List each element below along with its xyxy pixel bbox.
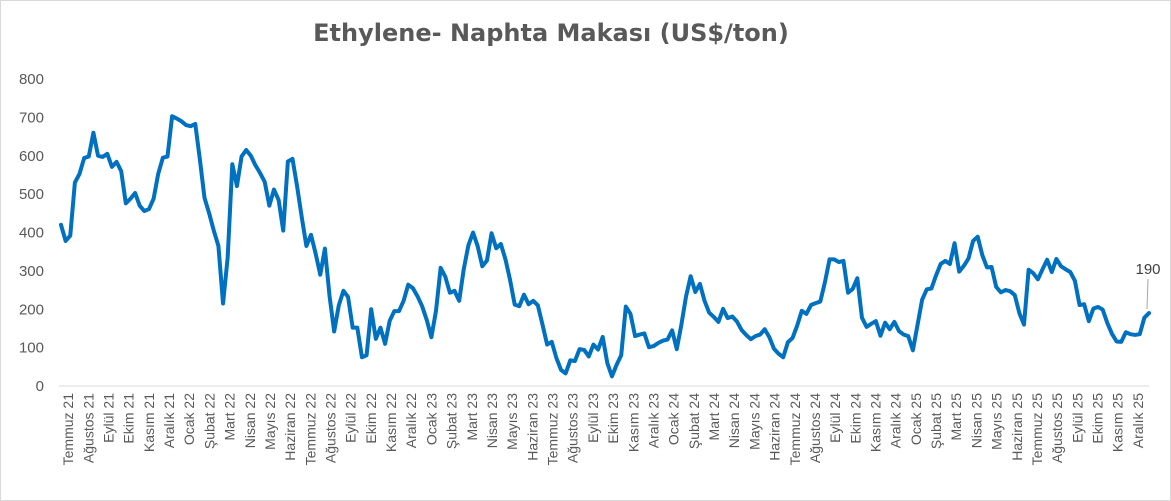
x-tick-label: Aralık 25 [1130,393,1146,448]
x-tick-label: Haziran 22 [282,393,298,461]
x-tick-label: Ekim 23 [605,393,621,444]
x-tick-label: Eylül 23 [585,393,601,443]
x-tick-label: Eylül 25 [1069,393,1085,443]
x-tick-label: Eylül 24 [827,393,843,443]
x-tick-label: Haziran 24 [767,393,783,461]
x-tick-label: Kasım 24 [868,393,884,452]
x-tick-label: Nisan 25 [968,393,984,448]
series-line [59,114,1151,379]
x-tick-label: Ağustos 21 [80,393,96,463]
x-tick-label: Kasım 21 [141,393,157,452]
x-tick-label: Ekim 21 [121,393,137,444]
x-tick-label: Ekim 22 [363,393,379,444]
x-tick-label: Aralık 23 [645,393,661,448]
x-tick-label: Şubat 24 [686,393,702,449]
x-tick-label: Mayıs 25 [989,393,1005,450]
x-tick-label: Mart 22 [222,393,238,441]
x-tick-label: Mayıs 24 [746,393,762,450]
x-axis: Temmuz 21 Ağustos 21 Eylül 21 Ekim 21 Kasım … [60,393,1146,466]
chart-title: Ethylene- Naphta Makası (US$/ton) [313,19,789,47]
x-tick-label: Temmuz 23 [545,393,561,466]
x-tick-label: Nisan 24 [726,393,742,448]
x-tick-label: Kasım 23 [625,393,641,452]
x-tick-label: Ekim 25 [1090,393,1106,444]
x-tick-label: Şubat 23 [444,393,460,449]
y-tick-label: 100 [19,340,44,357]
x-tick-label: Aralık 24 [888,393,904,448]
x-tick-label: Aralık 22 [403,393,419,448]
x-tick-label: Ağustos 23 [565,393,581,463]
y-axis: 0 100 200 300 400 500 600 700 800 [19,71,44,395]
y-tick-label: 800 [19,71,44,88]
y-tick-label: 300 [19,263,44,280]
x-tick-label: Mart 24 [706,393,722,441]
x-tick-label: Ocak 25 [908,393,924,445]
x-tick-label: Mart 25 [948,393,964,441]
x-tick-label: Ocak 22 [181,393,197,445]
x-tick-label: Ağustos 24 [807,393,823,463]
x-tick-label: Ekim 24 [847,393,863,444]
x-tick-label: Mayıs 23 [504,393,520,450]
x-tick-label: Mart 23 [464,393,480,441]
data-label-leader [1146,278,1149,310]
x-tick-label: Temmuz 25 [1029,393,1045,466]
x-tick-label: Şubat 22 [201,393,217,449]
x-tick-label: Mayıs 22 [262,393,278,450]
y-tick-label: 0 [36,378,44,395]
data-label-last: 190 [1135,261,1160,278]
x-tick-label: Ocak 23 [423,393,439,445]
x-tick-label: Aralık 21 [161,393,177,448]
y-tick-label: 500 [19,186,44,203]
x-tick-label: Temmuz 21 [60,393,76,466]
x-tick-label: Haziran 25 [1009,393,1025,461]
x-tick-label: Eylül 22 [343,393,359,443]
x-tick-label: Ağustos 22 [323,393,339,463]
x-tick-label: Ocak 24 [666,393,682,445]
x-tick-label: Nisan 23 [484,393,500,448]
x-tick-label: Kasım 22 [383,393,399,452]
x-tick-label: Ağustos 25 [1049,393,1065,463]
y-tick-label: 200 [19,301,44,318]
x-tick-label: Temmuz 22 [302,393,318,466]
x-tick-label: Eylül 21 [100,393,116,443]
y-tick-label: 700 [19,109,44,126]
x-tick-label: Nisan 22 [242,393,258,448]
x-tick-label: Haziran 23 [524,393,540,461]
y-tick-label: 600 [19,148,44,165]
x-tick-label: Şubat 25 [928,393,944,449]
x-tick-label: Temmuz 24 [787,393,803,466]
y-tick-label: 400 [19,225,44,242]
x-tick-label: Kasım 25 [1110,393,1126,452]
